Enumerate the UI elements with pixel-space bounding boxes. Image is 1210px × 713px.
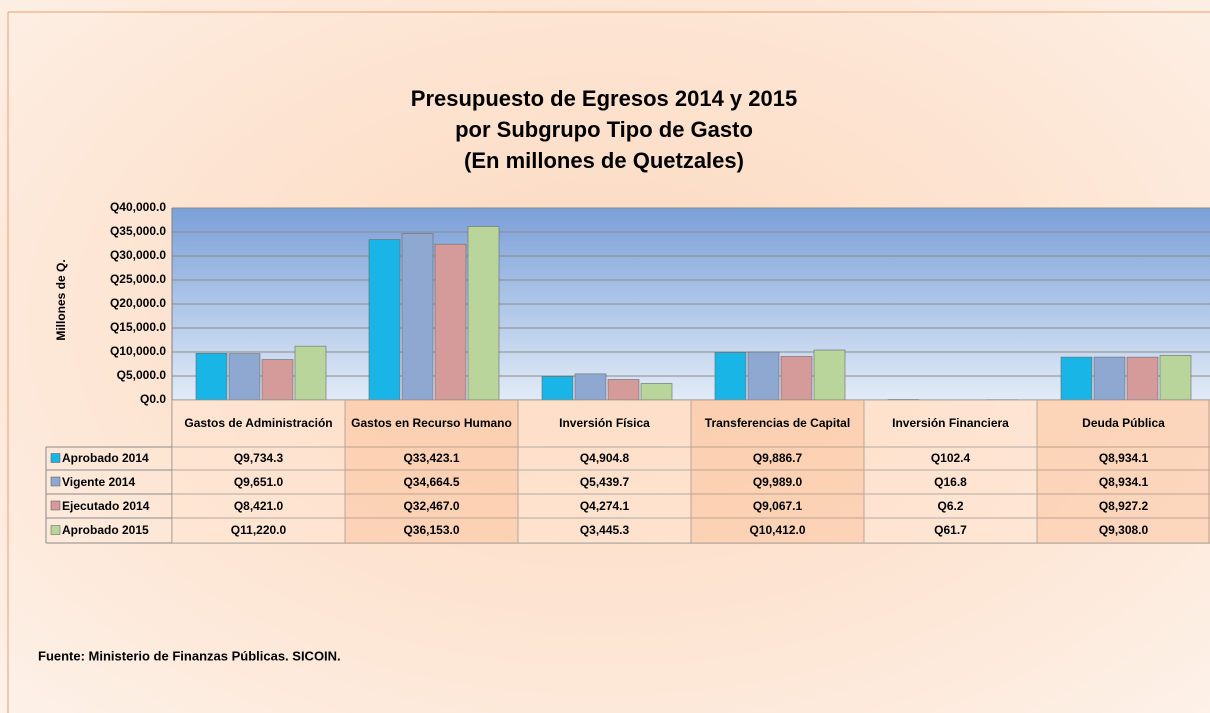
chart-title: Presupuesto de Egresos 2014 y 2015 [411,86,797,111]
y-tick-label: Q15,000.0 [110,320,166,334]
legend-label: Ejecutado 2014 [62,498,150,513]
bar [640,383,673,401]
table-value: Q16.8 [864,470,1037,494]
table-value: Q32,467.0 [345,494,518,518]
category-header: Deuda Pública [1037,400,1210,447]
bar [714,352,747,401]
table-value: Q8,927.2 [1037,494,1210,518]
table-value: Q5,439.7 [518,470,691,494]
legend-swatch [50,525,61,535]
y-tick-label: Q5,000.0 [117,368,167,382]
bar [467,226,500,401]
y-tick-label: Q40,000.0 [110,200,166,214]
table-value: Q9,651.0 [172,470,345,494]
table-value: Q9,308.0 [1037,518,1210,543]
y-tick-label: Q0.0 [140,392,166,406]
table-value: Q9,989.0 [691,470,864,494]
bar [747,351,780,401]
legend-swatch [50,500,61,511]
y-tick-label: Q10,000.0 [110,344,166,358]
bar [1093,356,1126,401]
bar [401,233,434,401]
y-axis-label: Millones de Q. [54,259,68,340]
bar [541,376,574,401]
source-note: Fuente: Ministerio de Finanzas Públicas.… [38,648,341,663]
table-value: Q9,734.3 [172,447,345,470]
bar [813,349,846,401]
y-tick-label: Q20,000.0 [110,296,166,310]
bar [368,239,401,401]
category-header: Inversión Física [518,400,691,447]
y-tick-label: Q35,000.0 [110,224,166,238]
table-value: Q8,934.1 [1037,447,1210,470]
legend-swatch [50,453,61,463]
bar [1060,356,1093,401]
y-tick-label: Q25,000.0 [110,272,166,286]
legend-label: Aprobado 2014 [62,451,149,465]
bar [195,352,228,401]
y-tick-label: Q30,000.0 [110,248,166,262]
table-value: Q34,664.5 [345,470,518,494]
bar [574,373,607,401]
bar [434,243,467,401]
bar [228,353,261,401]
legend-swatch [50,476,61,487]
table-value: Q11,220.0 [172,518,345,543]
category-header: Inversión Financiera [864,400,1037,447]
legend-label: Aprobado 2015 [62,523,149,537]
table-value: Q8,934.1 [1037,470,1210,494]
chart-title: (En millones de Quetzales) [464,148,744,173]
bar [261,359,294,401]
table-value: Q4,274.1 [518,494,691,518]
bar [1159,355,1192,401]
table-value: Q6.2 [864,494,1037,518]
category-header: Transferencias de Capital [691,400,864,447]
bar [294,345,327,401]
table-value: Q8,421.0 [172,494,345,518]
bar [780,356,813,401]
table-value: Q10,412.0 [691,518,864,543]
category-header: Gastos de Administración [172,400,345,447]
table-value: Q9,886.7 [691,447,864,470]
table-value: Q33,423.1 [345,447,518,470]
table-value: Q4,904.8 [518,447,691,470]
bar [607,379,640,401]
legend-label: Vigente 2014 [62,474,136,489]
bar [1126,356,1159,401]
table-value: Q9,067.1 [691,494,864,518]
category-header: Gastos en Recurso Humano [345,400,518,447]
chart-title: por Subgrupo Tipo de Gasto [455,117,753,142]
table-value: Q3,445.3 [518,518,691,543]
table-value: Q36,153.0 [345,518,518,543]
table-value: Q102.4 [864,447,1037,470]
table-value: Q61.7 [864,518,1037,543]
